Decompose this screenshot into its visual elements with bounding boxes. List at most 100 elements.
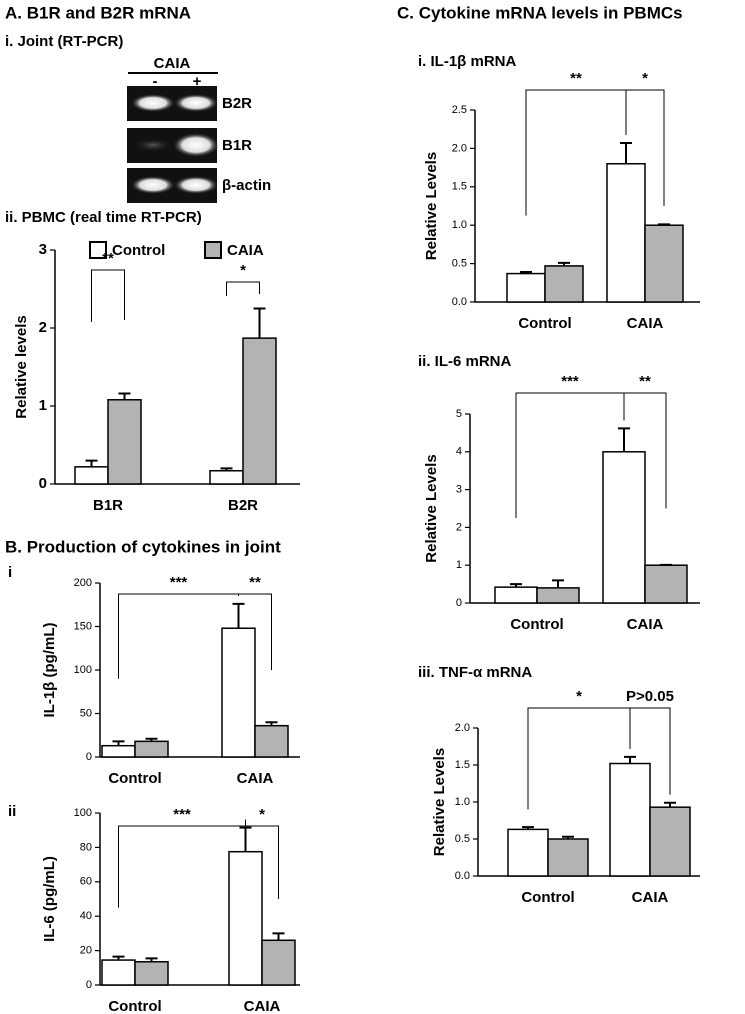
y-tick-label: 0.0 — [452, 296, 467, 308]
section-heading: B. Production of cytokines in joint — [5, 537, 281, 556]
significance-label: ** — [570, 70, 582, 87]
y-axis-label: Relative Levels — [431, 748, 448, 856]
significance-label: * — [259, 806, 265, 823]
bar — [74, 466, 109, 485]
error-bar — [658, 223, 670, 226]
y-tick-label: 1.0 — [455, 796, 470, 808]
y-tick-label: 0 — [86, 979, 92, 991]
error-bar — [85, 459, 98, 467]
significance-label: P>0.05 — [626, 688, 674, 705]
significance-label: ** — [249, 574, 261, 591]
error-bar — [112, 955, 125, 961]
legend-swatch — [89, 241, 107, 259]
y-tick-label: 1 — [456, 559, 462, 571]
error-bar — [624, 755, 636, 764]
gel-band — [174, 176, 218, 194]
bar — [506, 272, 546, 303]
bar — [644, 564, 688, 604]
error-bar — [510, 583, 522, 588]
x-tick-label: B2R — [228, 497, 258, 514]
y-tick-label: 60 — [80, 876, 92, 888]
x-tick-label: CAIA — [632, 889, 669, 906]
x-tick-label: CAIA — [237, 770, 274, 787]
y-axis-label: IL-6 (pg/mL) — [41, 856, 58, 942]
bar — [547, 838, 589, 877]
gel-band — [131, 94, 175, 112]
y-tick-label: 150 — [74, 620, 92, 632]
significance-label: ** — [639, 373, 651, 390]
x-tick-label: CAIA — [627, 315, 664, 332]
legend-label: Control — [112, 242, 165, 259]
y-tick-label: 0.0 — [455, 870, 470, 882]
chart-title: i. IL-1β mRNA — [418, 53, 516, 70]
error-bar — [552, 579, 564, 588]
x-tick-label: Control — [108, 998, 161, 1014]
gel-band — [133, 138, 173, 152]
y-tick-label: 0.5 — [452, 258, 467, 270]
bar — [101, 744, 136, 758]
significance-bracket — [245, 819, 279, 899]
y-tick-label: 0 — [39, 475, 47, 492]
y-tick-label: 40 — [80, 910, 92, 922]
significance-bracket — [238, 593, 272, 670]
bar — [507, 828, 549, 877]
gel-band-label: B1R — [222, 137, 252, 154]
y-tick-label: 4 — [456, 446, 462, 458]
error-bar — [253, 307, 266, 339]
significance-label: *** — [170, 574, 188, 591]
error-bar — [145, 957, 158, 962]
bar — [494, 586, 538, 604]
error-bar — [520, 271, 532, 274]
gel-band-label: B2R — [222, 95, 252, 112]
bar — [134, 961, 169, 986]
bar — [649, 806, 691, 877]
y-tick-label: 0.5 — [455, 833, 470, 845]
y-tick-label: 50 — [80, 707, 92, 719]
significance-label: * — [240, 262, 246, 279]
y-tick-label: 5 — [456, 408, 462, 420]
significance-label: ** — [102, 250, 114, 267]
significance-bracket — [625, 89, 665, 206]
gel: CAIA - + B2R B1R β-actin — [127, 55, 271, 203]
error-bar — [145, 737, 158, 742]
y-axis-label: Relative levels — [13, 315, 30, 418]
bar — [221, 627, 256, 758]
x-tick-label: Control — [108, 770, 161, 787]
y-axis-label: Relative Levels — [423, 152, 440, 260]
bar — [609, 762, 651, 877]
significance-label: * — [576, 688, 582, 705]
significance-bracket — [226, 281, 260, 296]
significance-bracket — [118, 593, 239, 679]
error-bar — [265, 721, 278, 726]
bar — [536, 587, 580, 604]
y-tick-label: 0 — [456, 597, 462, 609]
error-bar — [562, 835, 574, 839]
gel-band — [174, 94, 218, 112]
x-tick-label: Control — [510, 616, 563, 633]
x-tick-label: Control — [521, 889, 574, 906]
y-tick-label: 0 — [86, 751, 92, 763]
y-tick-label: 20 — [80, 945, 92, 957]
y-tick-label: 100 — [74, 664, 92, 676]
bar — [606, 163, 646, 303]
error-bar — [220, 467, 233, 471]
error-bar — [239, 826, 252, 852]
chart-title: ii. IL-6 mRNA — [418, 353, 512, 370]
bar — [209, 469, 244, 485]
section-heading: C. Cytokine mRNA levels in PBMCs — [397, 3, 683, 22]
section-heading: A. B1R and B2R mRNA — [5, 3, 191, 22]
bar — [228, 850, 263, 986]
x-tick-label: B1R — [93, 497, 123, 514]
y-tick-label: 1 — [39, 397, 47, 414]
y-tick-label: 3 — [39, 241, 47, 258]
bar — [107, 399, 142, 485]
bar — [261, 939, 296, 986]
chart-title: ii — [8, 803, 16, 820]
bar — [544, 265, 584, 303]
error-bar — [112, 740, 125, 746]
y-tick-label: 2 — [39, 319, 47, 336]
panel-heading: i. Joint (RT-PCR) — [5, 33, 123, 50]
bar — [602, 451, 646, 604]
y-axis-label: Relative Levels — [423, 454, 440, 562]
